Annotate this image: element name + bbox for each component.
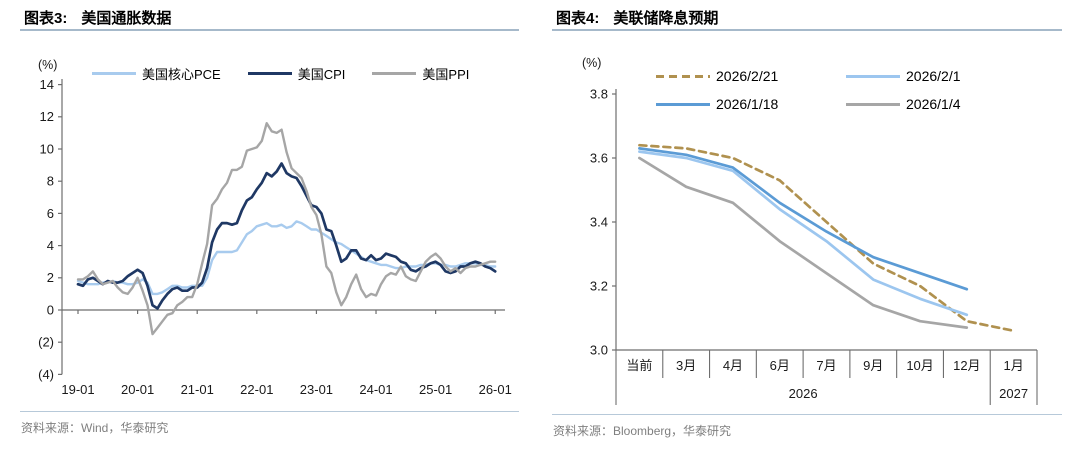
svg-text:2026: 2026 [789, 386, 818, 401]
svg-text:1月: 1月 [1003, 358, 1023, 373]
svg-text:21-01: 21-01 [181, 382, 214, 397]
svg-text:4月: 4月 [723, 358, 743, 373]
svg-text:2: 2 [47, 270, 54, 285]
svg-text:2027: 2027 [999, 386, 1028, 401]
svg-text:8: 8 [47, 174, 54, 189]
svg-text:0: 0 [47, 302, 54, 317]
svg-text:12月: 12月 [953, 358, 980, 373]
figure4-caption-text: 美联储降息预期 [613, 10, 719, 27]
svg-text:10: 10 [40, 141, 54, 156]
svg-text:3.6: 3.6 [590, 150, 608, 165]
figure3-source: 资料来源：Wind，华泰研究 [21, 421, 169, 435]
svg-text:3.0: 3.0 [590, 342, 608, 357]
svg-text:3.4: 3.4 [590, 214, 608, 229]
figure4-caption-number: 图表4: [556, 10, 600, 27]
figure3-title-rule [20, 29, 519, 31]
figure3-caption-text: 美国通胀数据 [81, 10, 172, 27]
svg-text:9月: 9月 [863, 358, 883, 373]
svg-text:(%): (%) [38, 58, 57, 72]
svg-text:(%): (%) [582, 56, 601, 70]
svg-text:20-01: 20-01 [121, 382, 154, 397]
figure3-caption-number: 图表3: [24, 10, 68, 27]
svg-text:26-01: 26-01 [479, 382, 512, 397]
svg-text:22-01: 22-01 [240, 382, 273, 397]
figure3-panel: 图表3: 美国通胀数据 (%) 14 12 10 8 6 4 2 0 (2) (4) 19-01 20-0… [20, 0, 520, 449]
svg-text:25-01: 25-01 [419, 382, 452, 397]
svg-text:当前: 当前 [626, 358, 652, 373]
svg-text:12: 12 [40, 109, 54, 124]
svg-text:7月: 7月 [816, 358, 836, 373]
svg-text:14: 14 [40, 77, 54, 92]
svg-text:3月: 3月 [676, 358, 696, 373]
svg-text:4: 4 [47, 238, 54, 253]
figure3-source-rule [20, 411, 519, 412]
svg-text:3.2: 3.2 [590, 278, 608, 293]
figure3-caption: 图表3: 美国通胀数据 [24, 7, 171, 28]
svg-text:6月: 6月 [770, 358, 790, 373]
svg-text:23-01: 23-01 [300, 382, 333, 397]
svg-text:24-01: 24-01 [359, 382, 392, 397]
svg-text:19-01: 19-01 [61, 382, 94, 397]
svg-text:3.8: 3.8 [590, 86, 608, 101]
figure4-panel: 图表4: 美联储降息预期 (%) 3.8 3.6 3.4 3.2 3.0 当前 3月 4月 6月 7月… [552, 0, 1064, 449]
svg-text:(2): (2) [38, 335, 54, 350]
figure4-source: 资料来源：Bloomberg，华泰研究 [553, 424, 732, 438]
fed-rate-cut-chart: (%) 3.8 3.6 3.4 3.2 3.0 当前 3月 4月 6月 7月 9月 10月 12月 1月 20… [582, 56, 1038, 405]
figure4-title-rule [552, 29, 1062, 31]
figure4-caption: 图表4: 美联储降息预期 [556, 7, 718, 28]
svg-text:(4): (4) [38, 367, 54, 382]
figure4-source-rule [552, 414, 1062, 415]
us-inflation-chart: (%) 14 12 10 8 6 4 2 0 (2) (4) 19-01 20-01 21-01 22-01… [38, 58, 512, 397]
svg-text:10月: 10月 [906, 358, 933, 373]
svg-text:6: 6 [47, 206, 54, 221]
